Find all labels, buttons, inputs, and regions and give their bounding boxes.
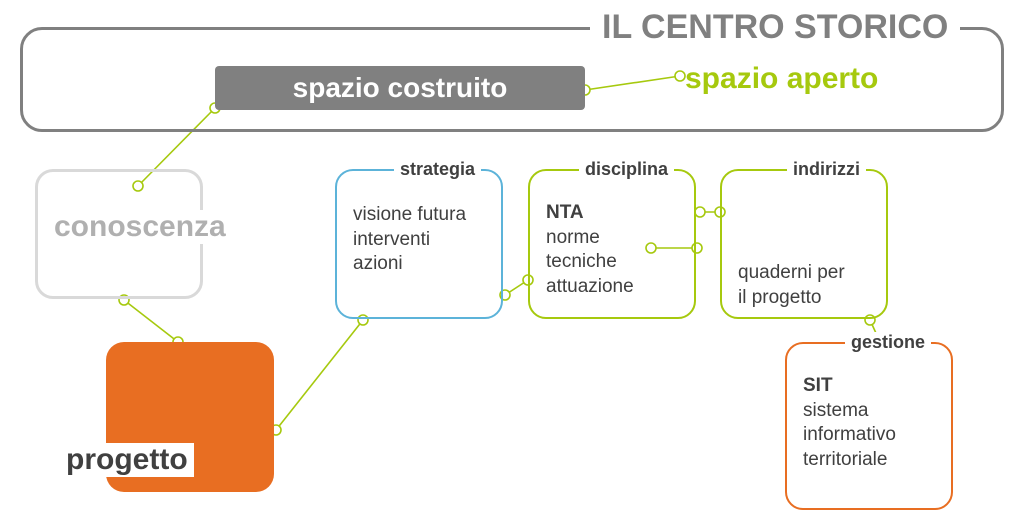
- box-title-strategia: strategia: [394, 159, 481, 180]
- box-indirizzi: indirizzi quaderni peril progetto: [720, 169, 888, 319]
- box-body-disciplina: NTAnormetecnicheattuazione: [546, 201, 634, 300]
- box-title-disciplina: disciplina: [579, 159, 674, 180]
- box-body-gestione: SITsistemainformativoterritoriale: [803, 374, 896, 473]
- box-body-indirizzi: quaderni peril progetto: [738, 261, 845, 310]
- box-title-indirizzi: indirizzi: [787, 159, 866, 180]
- conoscenza-label: conoscenza: [48, 210, 232, 244]
- spazio-aperto-label: spazio aperto: [685, 62, 878, 96]
- spazio-costruito-pill: spazio costruito: [215, 66, 585, 110]
- progetto-label: progetto: [60, 443, 194, 477]
- box-body-strategia: visione futurainterventiazioni: [353, 203, 466, 277]
- spazio-costruito-label: spazio costruito: [293, 72, 508, 104]
- box-gestione: gestione SITsistemainformativoterritoria…: [785, 342, 953, 510]
- box-disciplina: disciplina NTAnormetecnicheattuazione: [528, 169, 696, 319]
- main-frame-title: IL CENTRO STORICO: [590, 8, 960, 47]
- box-strategia: strategia visione futurainterventiazioni: [335, 169, 503, 319]
- box-title-gestione: gestione: [845, 332, 931, 353]
